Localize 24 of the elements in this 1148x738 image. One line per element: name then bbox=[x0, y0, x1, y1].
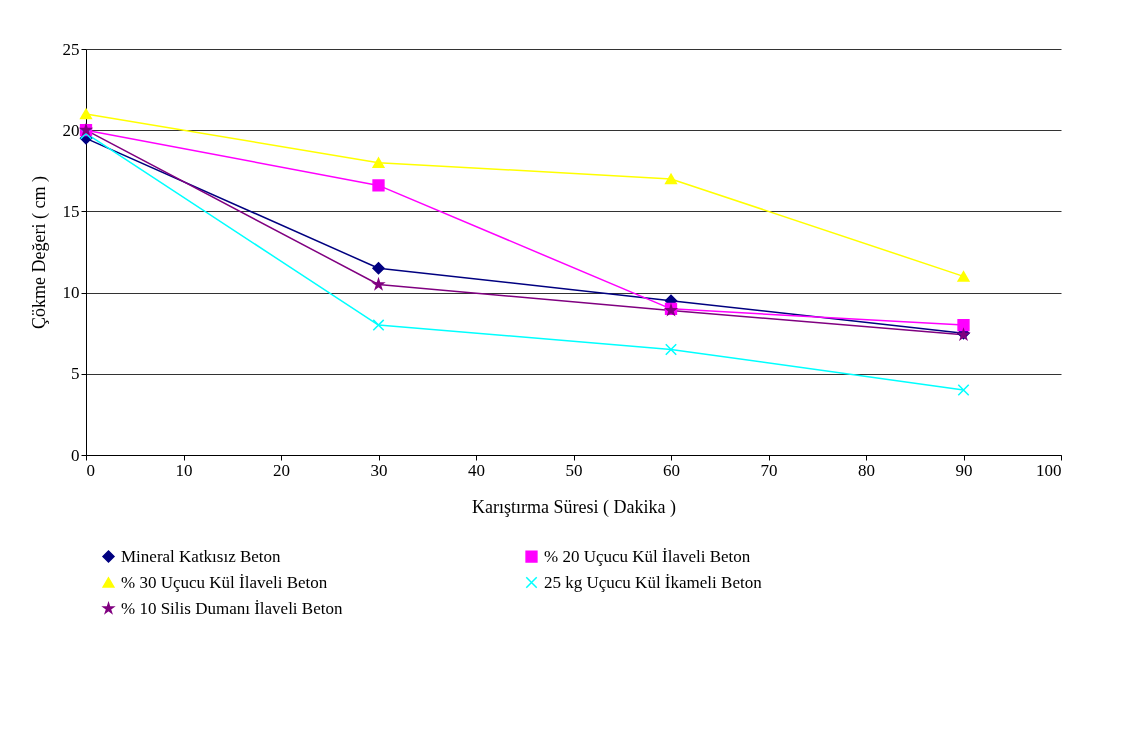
legend-label: % 20 Uçucu Kül İlaveli Beton bbox=[544, 546, 751, 566]
y-tick-label: 0 bbox=[71, 445, 80, 465]
legend-label: Mineral Katkısız Beton bbox=[121, 546, 282, 566]
x-tick-label: 80 bbox=[858, 460, 875, 480]
x-axis-title: Karıştırma Süresi ( Dakika ) bbox=[472, 496, 676, 518]
x-tick-label: 60 bbox=[663, 460, 680, 480]
legend-label: 25 kg Uçucu Kül İkameli Beton bbox=[544, 572, 763, 592]
legend-label: % 30 Uçucu Kül İlaveli Beton bbox=[121, 572, 328, 592]
x-tick-label: 0 bbox=[86, 460, 95, 480]
x-tick-label: 20 bbox=[273, 460, 290, 480]
x-tick-label: 40 bbox=[468, 460, 485, 480]
x-tick-label: 70 bbox=[760, 460, 778, 480]
legend-label: % 10 Silis Dumanı İlaveli Beton bbox=[121, 598, 343, 618]
y-tick-label: 15 bbox=[62, 201, 80, 221]
x-tick-label: 30 bbox=[370, 460, 388, 480]
y-axis-title: Çökme Değeri ( cm ) bbox=[28, 176, 50, 329]
x-tick-label: 10 bbox=[175, 460, 193, 480]
y-tick-label: 10 bbox=[62, 283, 80, 303]
x-tick-label: 50 bbox=[565, 460, 583, 480]
y-tick-label: 5 bbox=[71, 364, 80, 384]
x-tick-label: 100 bbox=[1036, 460, 1062, 480]
y-tick-label: 25 bbox=[62, 39, 80, 59]
x-tick-label: 90 bbox=[955, 460, 973, 480]
y-tick-label: 20 bbox=[62, 120, 80, 140]
